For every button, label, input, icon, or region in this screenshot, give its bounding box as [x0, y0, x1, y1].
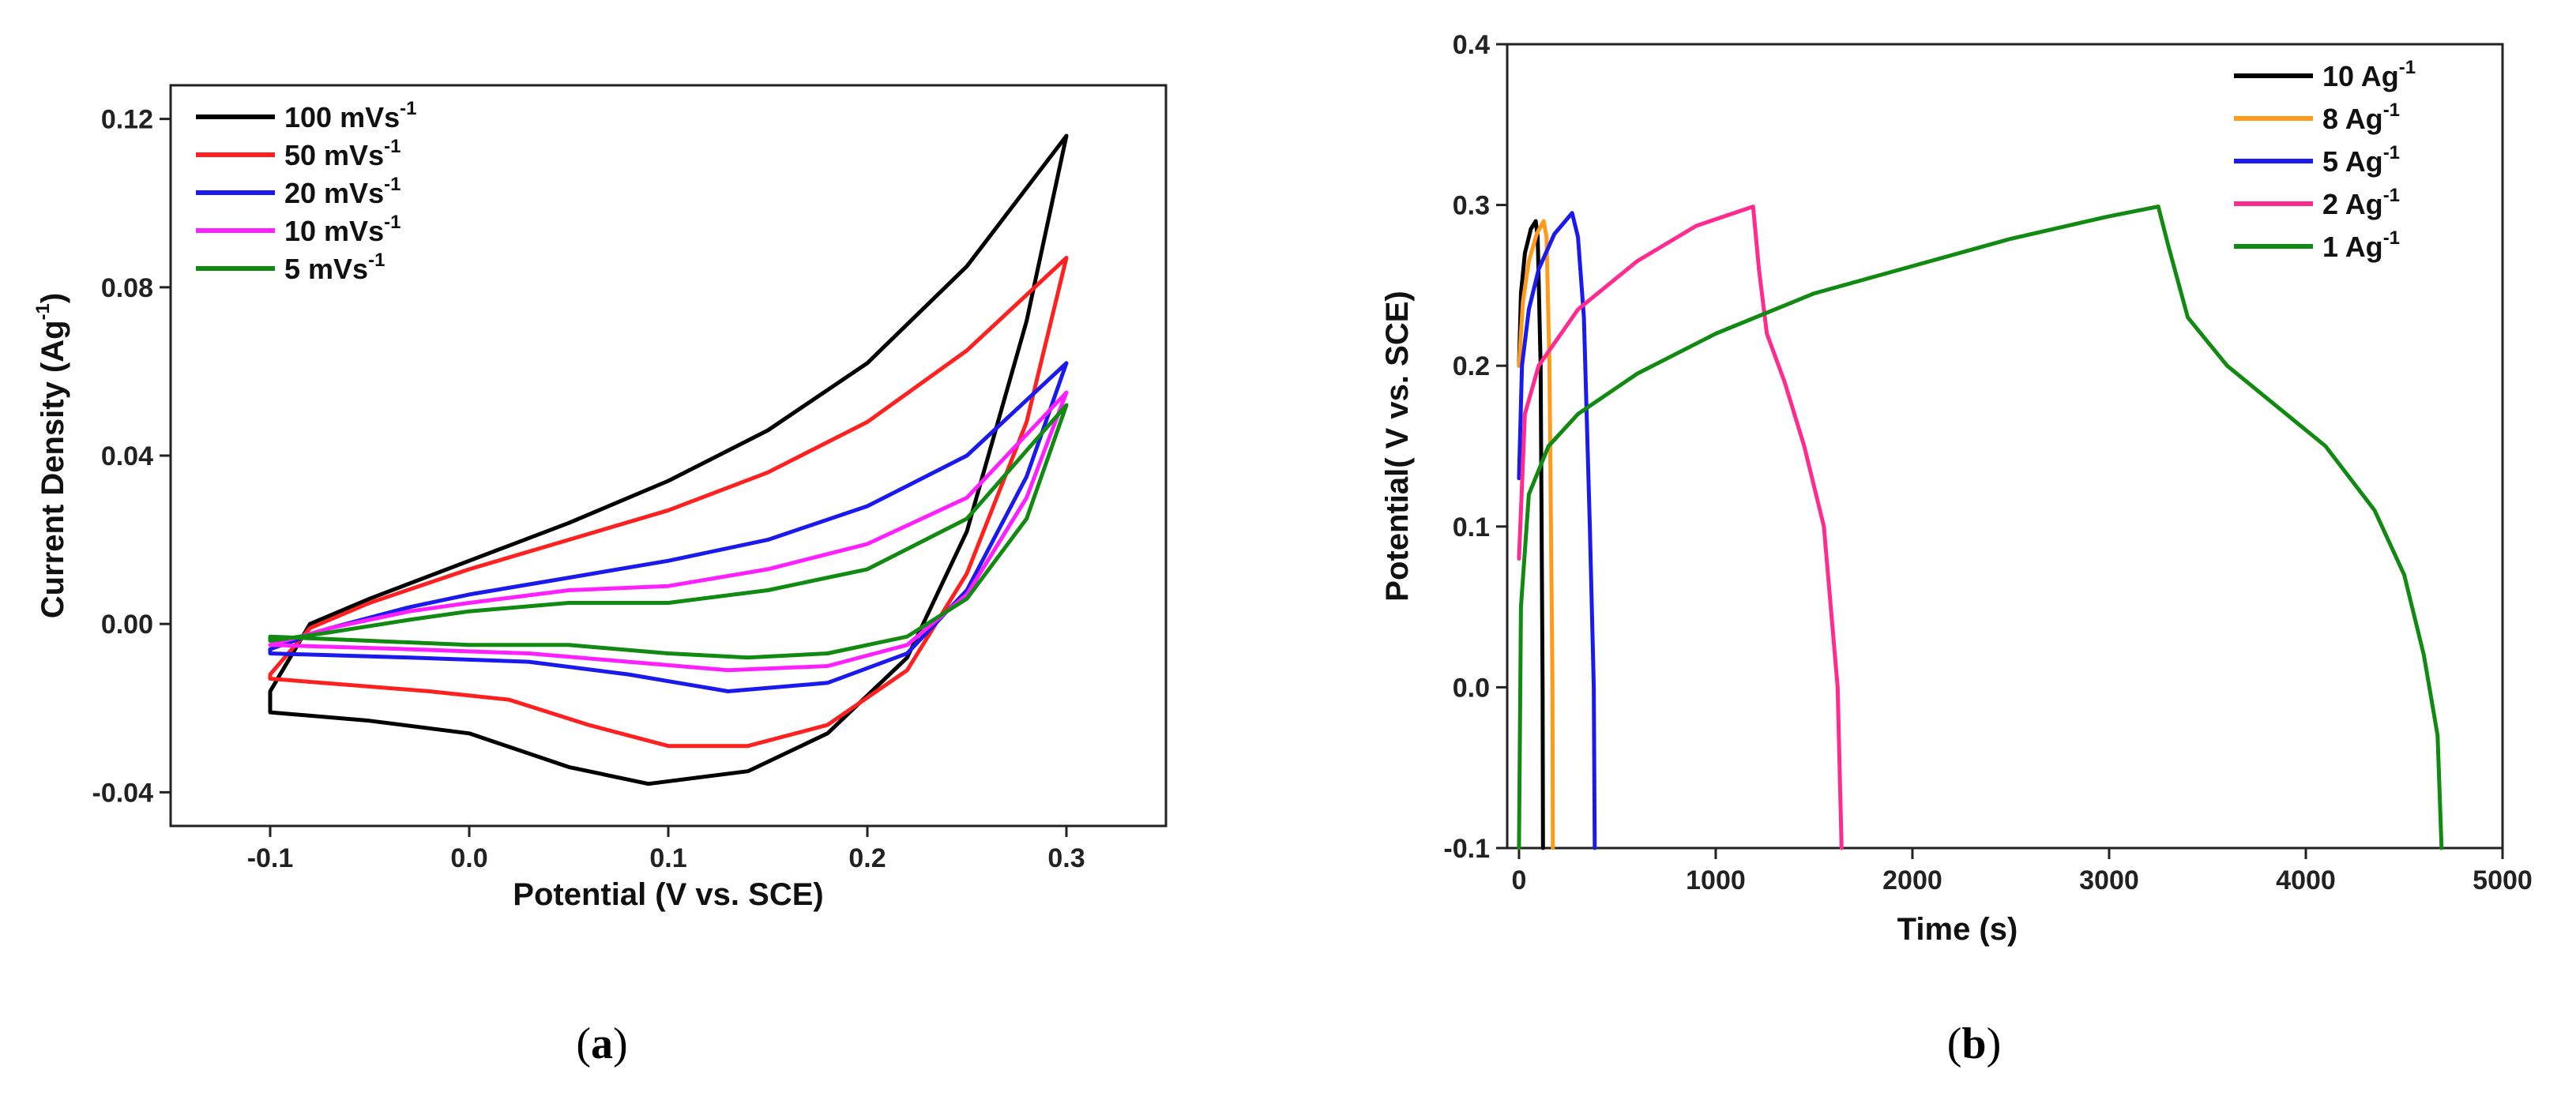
chart-b-ylabel: Potential( V vs. SCE) — [1380, 291, 1415, 601]
x-tick-label: -0.1 — [247, 843, 294, 873]
series-line-a-0 — [268, 133, 1069, 786]
series-line-a-2 — [268, 361, 1069, 693]
y-tick-label: -0.1 — [1443, 834, 1490, 864]
legend-label-b-0: 10 Ag-1 — [2322, 57, 2416, 92]
series-line-b-0 — [1517, 219, 1545, 850]
legend-label-b-3: 2 Ag-1 — [2322, 185, 2400, 220]
y-tick-label: 0.4 — [1453, 30, 1490, 60]
y-tick-label: -0.04 — [92, 778, 154, 808]
chart-b-series — [1517, 205, 2444, 850]
x-tick-label: 5000 — [2473, 865, 2533, 895]
legend-label-a-0: 100 mVs-1 — [284, 98, 416, 133]
legend-label-a-2: 20 mVs-1 — [284, 174, 401, 209]
chart-b-xlabel: Time (s) — [1897, 912, 2018, 947]
panel-label-a: (a) — [576, 1019, 627, 1068]
chart-a-ylabel: Current Density (Ag-1) — [32, 293, 70, 618]
legend-label-a-3: 10 mVs-1 — [284, 212, 401, 247]
legend-label-b-4: 1 Ag-1 — [2322, 227, 2400, 263]
x-tick-label: 0.0 — [450, 843, 487, 873]
x-tick-label: 0.1 — [649, 843, 686, 873]
legend-label-b-1: 8 Ag-1 — [2322, 99, 2400, 135]
series-line-a-1 — [268, 256, 1069, 749]
series-line-b-3 — [1517, 205, 1844, 850]
chart-a-legend: 100 mVs-150 mVs-120 mVs-110 mVs-15 mVs-1 — [196, 98, 416, 285]
chart-a-series — [268, 133, 1069, 786]
chart-b-ticks: 0 1000 2000 3000 4000 5000 -0.1 0.0 0.1 0.2 0.3 0.4 — [1443, 30, 2532, 895]
chart-a: -0.1 0.0 0.1 0.2 0.3 -0.04 0.00 0.04 0.08 0.12 Po… — [32, 84, 1168, 1068]
y-tick-label: 0.2 — [1453, 351, 1490, 381]
y-tick-label: 0.04 — [101, 441, 153, 471]
chart-a-ticks: -0.1 0.0 0.1 0.2 0.3 -0.04 0.00 0.04 0.08 0.12 — [92, 105, 1085, 873]
chart-b-legend: 10 Ag-1 8 Ag-1 5 Ag-1 2 Ag-1 1 Ag-1 — [2234, 57, 2416, 263]
y-tick-label: 0.0 — [1453, 673, 1490, 703]
chart-b-plot-frame — [1506, 43, 2504, 850]
x-tick-label: 3000 — [2079, 865, 2139, 895]
y-tick-label: 0.08 — [101, 273, 153, 303]
y-tick-label: 0.3 — [1453, 191, 1490, 221]
y-tick-label: 0.00 — [101, 610, 153, 640]
series-line-a-3 — [268, 390, 1069, 673]
series-line-a-4 — [268, 403, 1069, 660]
x-tick-label: 2000 — [1882, 865, 1942, 895]
legend-label-a-4: 5 mVs-1 — [284, 250, 385, 285]
chart-b: 0 1000 2000 3000 4000 5000 -0.1 0.0 0.1 0.2 0.3 0.4… — [1380, 30, 2533, 1068]
chart-a-xlabel: Potential (V vs. SCE) — [513, 877, 823, 912]
x-tick-label: 0.2 — [848, 843, 886, 873]
chart-b-ylabel-group: Potential( V vs. SCE) — [1380, 291, 1415, 601]
x-tick-label: 4000 — [2276, 865, 2336, 895]
legend-label-b-2: 5 Ag-1 — [2322, 142, 2400, 178]
legend-label-a-1: 50 mVs-1 — [284, 136, 401, 171]
x-tick-label: 1000 — [1686, 865, 1746, 895]
panel-label-b: (b) — [1947, 1019, 2001, 1068]
series-line-b-1 — [1517, 219, 1555, 850]
y-tick-label: 0.12 — [101, 105, 153, 135]
chart-a-ylabel-group: Current Density (Ag-1) — [32, 293, 70, 618]
x-tick-label: 0.3 — [1047, 843, 1085, 873]
y-tick-label: 0.1 — [1453, 512, 1490, 542]
series-line-b-2 — [1517, 211, 1597, 850]
x-tick-label: 0 — [1511, 865, 1526, 895]
series-line-b-4 — [1517, 205, 2444, 850]
